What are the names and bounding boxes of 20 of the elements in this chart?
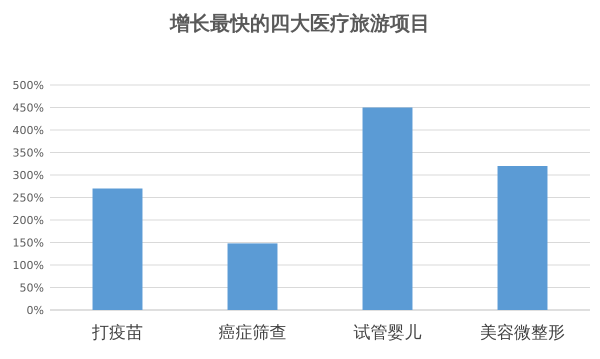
x-tick-label: 打疫苗 (91, 323, 143, 343)
y-tick-label: 400% (12, 124, 44, 137)
bar (92, 188, 142, 310)
y-tick-label: 500% (12, 79, 44, 92)
bar (498, 166, 548, 310)
y-tick-label: 300% (12, 169, 44, 182)
x-tick-label: 试管婴儿 (354, 323, 422, 343)
y-tick-label: 200% (12, 214, 44, 227)
y-tick-label: 450% (12, 102, 44, 114)
y-tick-label: 250% (12, 192, 44, 204)
x-tick-label: 美容微整形 (480, 323, 565, 343)
bar (228, 243, 278, 310)
y-tick-label: 100% (12, 259, 44, 272)
y-tick-label: 350% (12, 146, 44, 160)
y-tick-label: 150% (12, 236, 44, 250)
y-tick-label: 50% (20, 282, 44, 294)
y-tick-label: 0% (26, 304, 44, 317)
chart-title: 增长最快的四大医疗旅游项目 (169, 11, 430, 35)
x-tick-label: 癌症筛查 (218, 323, 286, 343)
bar (362, 108, 412, 310)
